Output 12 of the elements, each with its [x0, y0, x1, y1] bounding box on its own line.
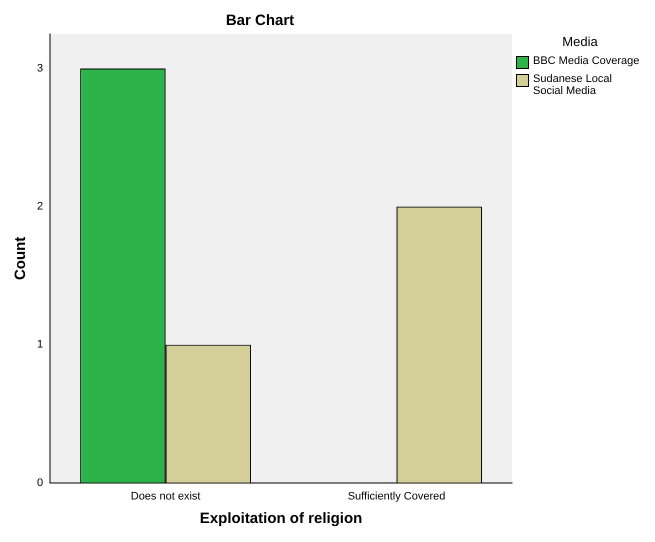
y-tick-label: 2 — [36, 200, 44, 213]
legend-title: Media — [561, 34, 599, 49]
y-tick-label: 1 — [36, 338, 44, 351]
x-tick-label: Sufficiently Covered — [348, 490, 446, 502]
y-axis-title: Count — [12, 236, 30, 280]
y-tick-label: 3 — [36, 62, 44, 75]
x-tick-label: Does not exist — [130, 490, 200, 502]
chart-title: Bar Chart — [226, 12, 294, 30]
legend-label: Sudanese Local Social Media — [533, 73, 613, 97]
x-axis-title: Exploitation of religion — [200, 510, 362, 528]
legend-label: BBC Media Coverage — [533, 55, 640, 67]
y-tick-label: 0 — [36, 476, 44, 489]
